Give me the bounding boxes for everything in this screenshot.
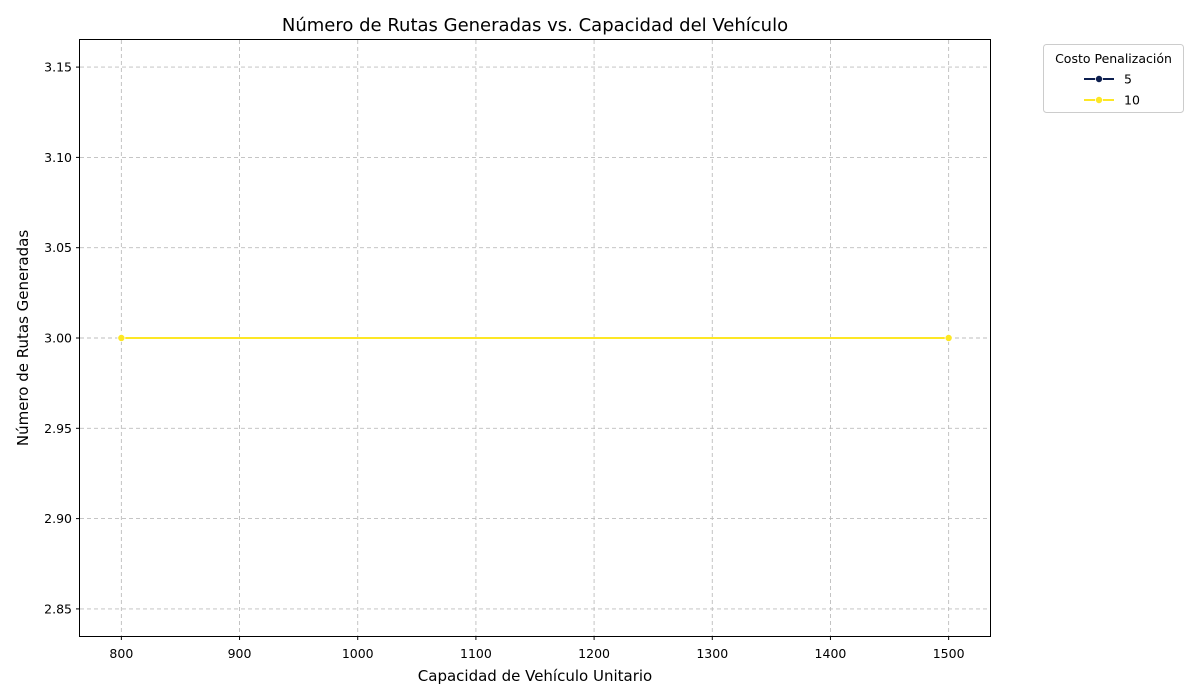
y-tick-label: 3.10 [44, 150, 72, 165]
chart-title: Número de Rutas Generadas vs. Capacidad … [282, 15, 788, 36]
data-point [944, 333, 953, 342]
y-tick-label: 3.00 [44, 331, 72, 346]
legend-title: Costo Penalización [1055, 51, 1172, 66]
legend-entry: 5 [1084, 72, 1132, 87]
legend-marker [1095, 75, 1104, 84]
legend: Costo Penalización 510 [1043, 44, 1184, 113]
y-axis-label: Número de Rutas Generadas [14, 230, 32, 446]
x-tick-label: 800 [109, 646, 133, 661]
series-10 [117, 333, 953, 342]
data-point [117, 333, 126, 342]
x-tick-label: 1000 [342, 646, 374, 661]
y-tick-label: 2.85 [44, 601, 72, 616]
x-tick-label: 900 [228, 646, 252, 661]
x-tick-label: 1100 [460, 646, 492, 661]
x-axis-label: Capacidad de Vehículo Unitario [418, 667, 652, 685]
x-axis-ticks: 800 900 1000 1100 1200 1300 1400 1500 [109, 636, 965, 661]
legend-marker [1095, 96, 1104, 105]
y-tick-label: 3.15 [44, 60, 72, 75]
x-tick-label: 1400 [815, 646, 847, 661]
y-axis-ticks: 2.85 2.90 2.95 3.00 3.05 3.10 3.15 [44, 60, 80, 616]
y-tick-label: 3.05 [44, 240, 72, 255]
legend-entries: 510 [1084, 72, 1140, 108]
legend-label: 5 [1124, 72, 1132, 87]
x-tick-label: 1500 [933, 646, 965, 661]
x-tick-label: 1200 [578, 646, 610, 661]
legend-label: 10 [1124, 93, 1140, 108]
series-layer [117, 333, 953, 342]
legend-entry: 10 [1084, 93, 1140, 108]
y-tick-label: 2.90 [44, 511, 72, 526]
y-tick-label: 2.95 [44, 421, 72, 436]
x-tick-label: 1300 [696, 646, 728, 661]
